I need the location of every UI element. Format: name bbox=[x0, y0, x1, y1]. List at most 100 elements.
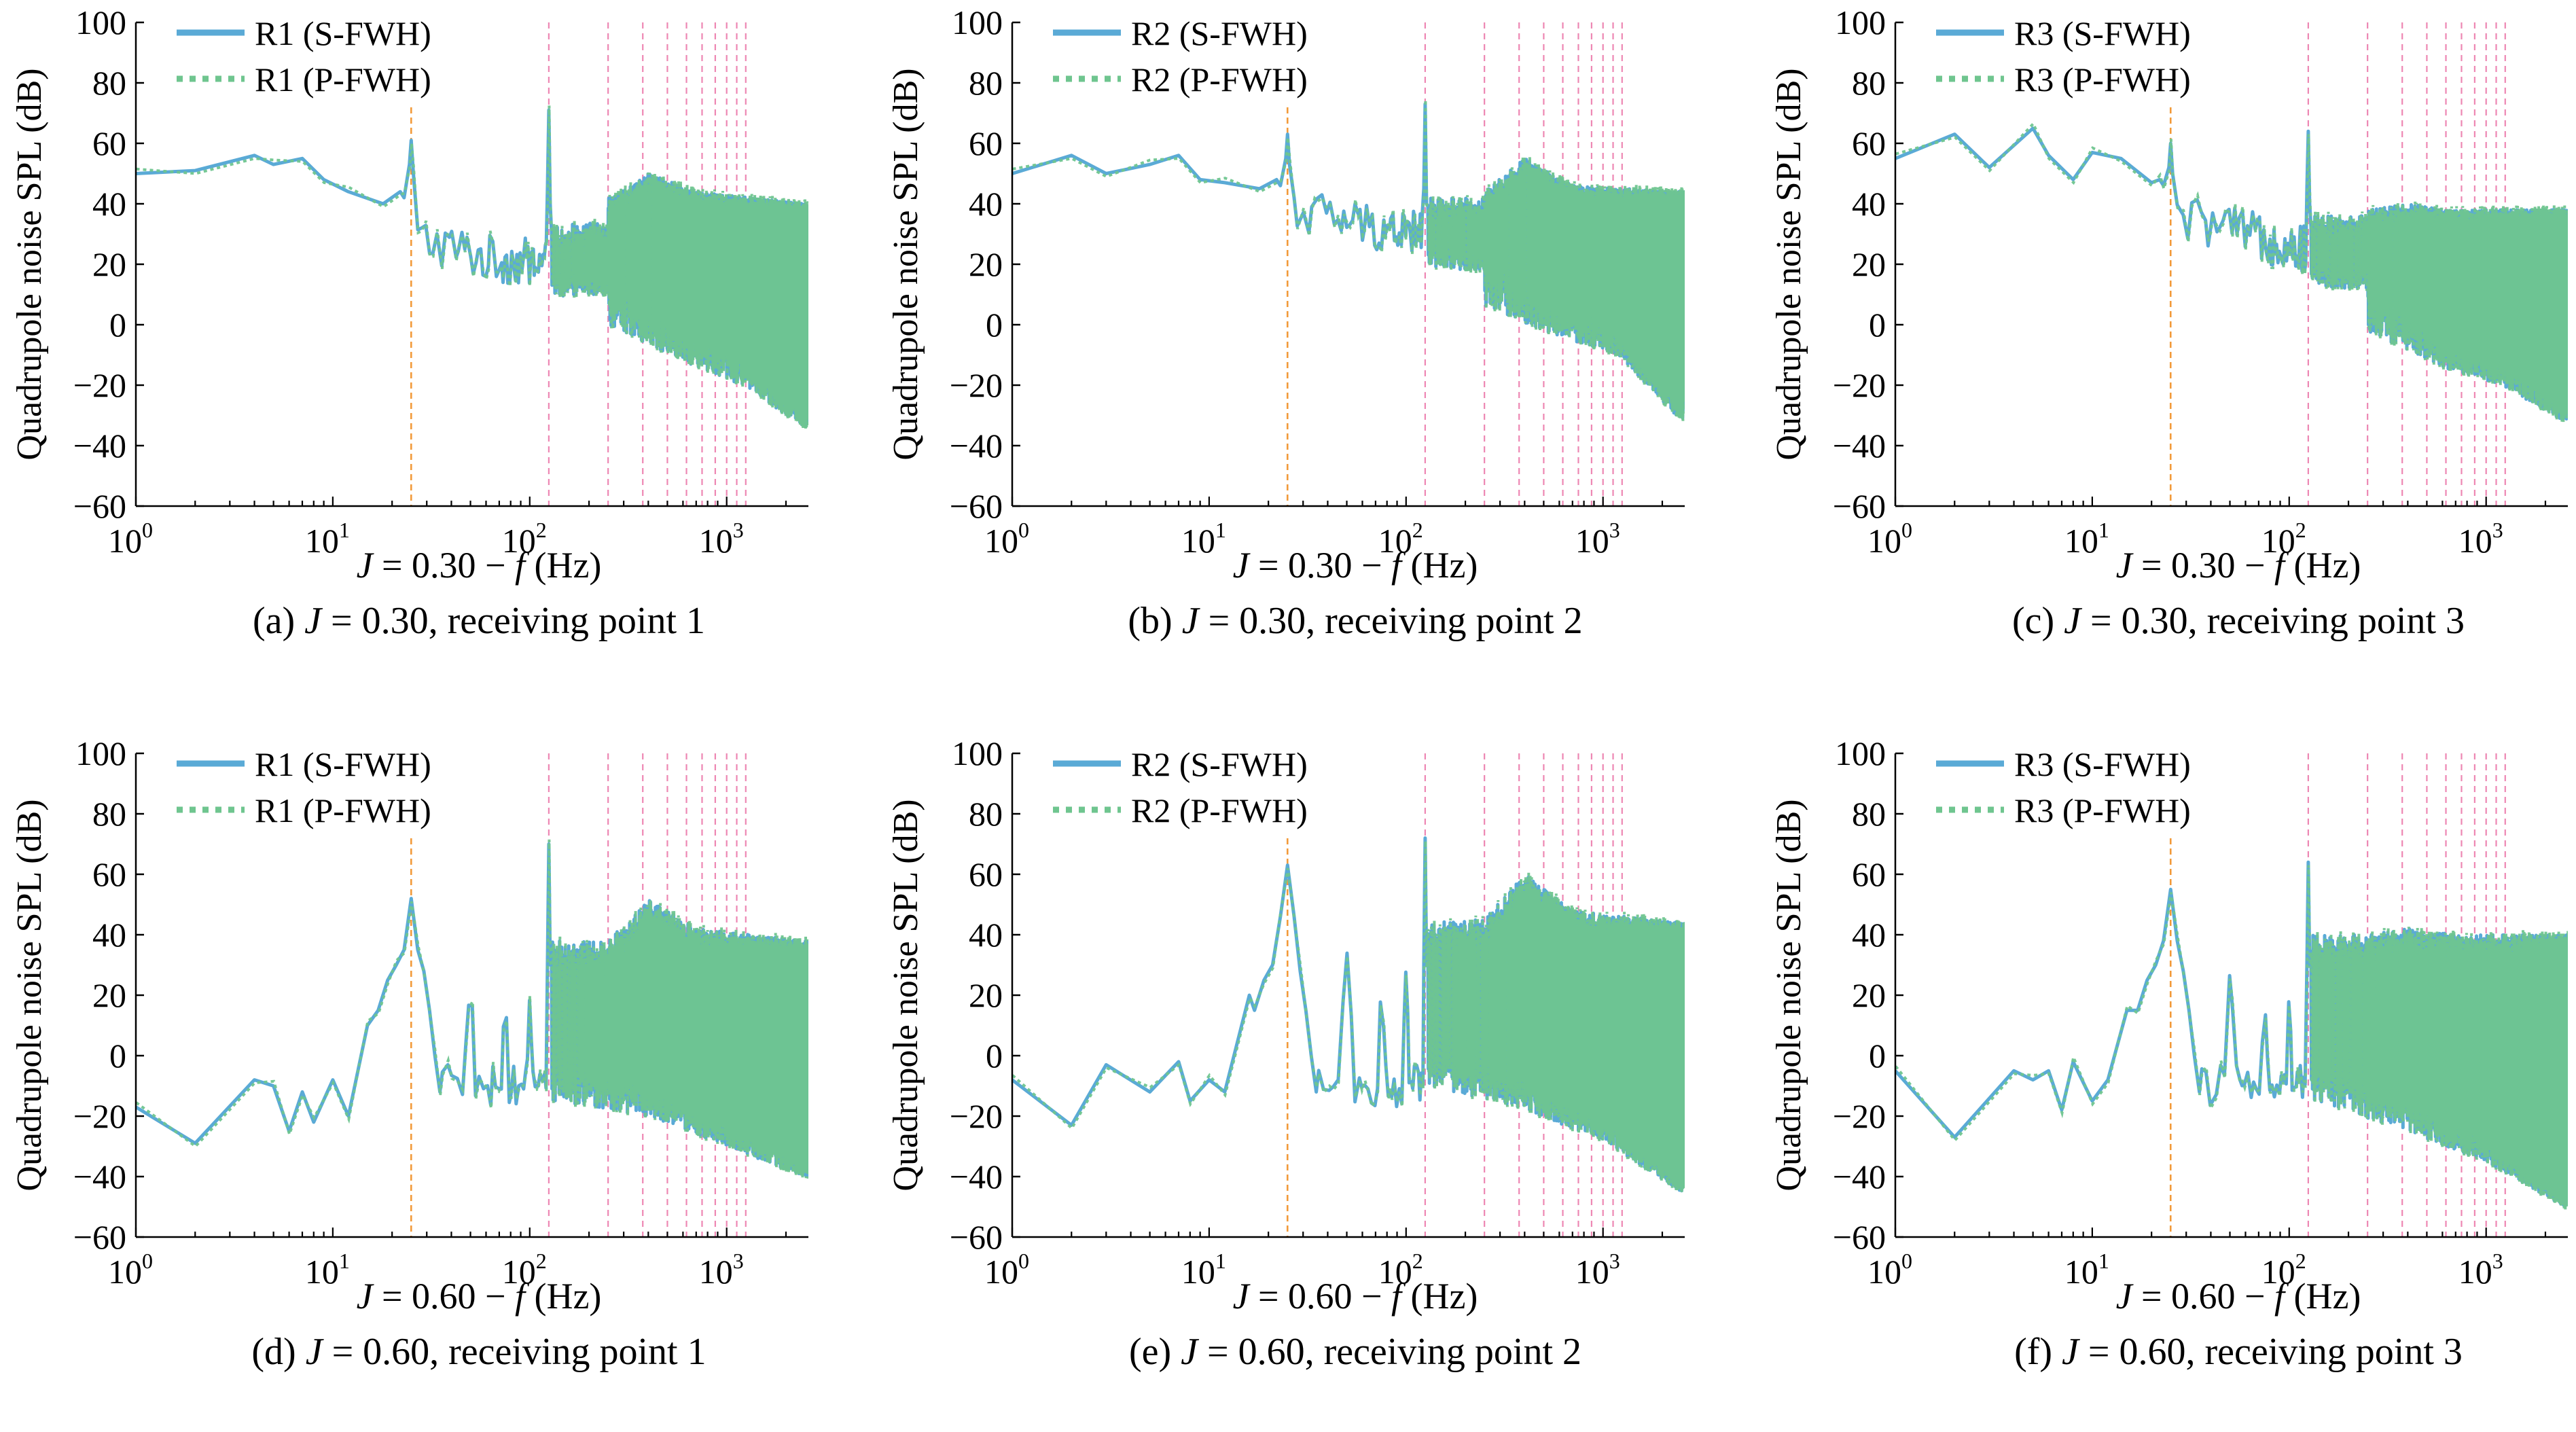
x-tick-base: 10 bbox=[305, 522, 339, 560]
x-tick-label: 102 bbox=[502, 1249, 547, 1291]
y-tick-label: 20 bbox=[1852, 245, 1886, 283]
x-tick-base: 10 bbox=[699, 1253, 733, 1291]
y-tick-label: 100 bbox=[952, 3, 1003, 41]
caption-j: J bbox=[1182, 600, 1201, 642]
x-tick-exponent: 1 bbox=[2098, 1249, 2109, 1273]
x-tick-base: 10 bbox=[1575, 1253, 1609, 1291]
y-axis-label: Quadrupole noise SPL (dB) bbox=[1770, 799, 1808, 1191]
y-tick-label: −20 bbox=[1833, 366, 1886, 404]
x-tick-label: 103 bbox=[699, 1249, 744, 1291]
y-tick-label: 60 bbox=[1852, 124, 1886, 162]
y-axis-label: Quadrupole noise SPL (dB) bbox=[887, 799, 925, 1191]
x-tick-label: 102 bbox=[1378, 1249, 1423, 1291]
x-tick-exponent: 0 bbox=[1018, 1249, 1029, 1273]
x-tick-exponent: 0 bbox=[142, 1249, 153, 1273]
x-label-j: J bbox=[357, 1276, 375, 1317]
y-tick-label: −20 bbox=[73, 1097, 126, 1135]
caption-j: J bbox=[1181, 1331, 1200, 1373]
x-tick-base: 10 bbox=[1378, 1253, 1412, 1291]
y-tick-label: −40 bbox=[73, 427, 126, 465]
legend-label-s-fwh: R1 (S-FWH) bbox=[255, 745, 431, 783]
x-tick-label: 101 bbox=[2064, 1249, 2109, 1291]
y-tick-label: −20 bbox=[1833, 1097, 1886, 1135]
x-axis-label: J = 0.30 − f (Hz) bbox=[357, 545, 602, 586]
x-tick-exponent: 3 bbox=[1609, 518, 1620, 542]
legend: R2 (S-FWH) R2 (P-FWH) bbox=[1053, 745, 1308, 829]
y-tick-label: −20 bbox=[950, 366, 1003, 404]
y-tick-label: 100 bbox=[75, 3, 126, 41]
legend-label-s-fwh: R2 (S-FWH) bbox=[1131, 745, 1308, 783]
y-tick-label: 100 bbox=[75, 734, 126, 772]
legend: R2 (S-FWH) R2 (P-FWH) bbox=[1053, 14, 1308, 99]
caption-prefix: (e) bbox=[1129, 1331, 1181, 1373]
x-label-unit: (Hz) bbox=[1401, 545, 1478, 586]
x-tick-exponent: 2 bbox=[2295, 1249, 2306, 1273]
y-tick-label: −60 bbox=[950, 1218, 1003, 1256]
x-tick-base: 10 bbox=[2064, 522, 2098, 560]
x-label-unit: (Hz) bbox=[525, 1276, 601, 1317]
x-tick-exponent: 3 bbox=[733, 1249, 744, 1273]
caption-rest: = 0.60, receiving point 2 bbox=[1198, 1331, 1581, 1373]
x-tick-base: 10 bbox=[984, 522, 1018, 560]
x-tick-exponent: 0 bbox=[1901, 518, 1912, 542]
x-tick-base: 10 bbox=[1181, 522, 1215, 560]
x-tick-exponent: 2 bbox=[1412, 518, 1423, 542]
x-tick-base: 10 bbox=[2458, 1253, 2492, 1291]
y-tick-label: −40 bbox=[1833, 427, 1886, 465]
x-label-j: J bbox=[2116, 1276, 2134, 1317]
y-tick-label: 100 bbox=[952, 734, 1003, 772]
y-tick-label: −60 bbox=[73, 1218, 126, 1256]
caption-rest: = 0.60, receiving point 3 bbox=[2079, 1331, 2463, 1373]
x-tick-label: 103 bbox=[1575, 1249, 1620, 1291]
legend-label-p-fwh: R1 (P-FWH) bbox=[255, 60, 431, 99]
x-tick-exponent: 0 bbox=[142, 518, 153, 542]
x-tick-exponent: 1 bbox=[1215, 1249, 1226, 1273]
y-tick-label: 100 bbox=[1835, 3, 1886, 41]
x-label-unit: (Hz) bbox=[1401, 1276, 1478, 1317]
y-tick-label: 20 bbox=[92, 245, 126, 283]
p-fwh-series bbox=[1012, 841, 1685, 1192]
y-tick-label: 40 bbox=[969, 916, 1003, 954]
legend: R3 (S-FWH) R3 (P-FWH) bbox=[1936, 14, 2191, 99]
caption-prefix: (c) bbox=[2012, 600, 2064, 642]
y-tick-label: −20 bbox=[950, 1097, 1003, 1135]
y-tick-label: −40 bbox=[1833, 1158, 1886, 1196]
y-tick-label: 40 bbox=[1852, 916, 1886, 954]
x-tick-base: 10 bbox=[2261, 1253, 2295, 1291]
x-tick-label: 103 bbox=[2458, 518, 2503, 560]
x-tick-exponent: 2 bbox=[1412, 1249, 1423, 1273]
caption-j: J bbox=[2064, 600, 2083, 642]
x-label-unit: (Hz) bbox=[525, 545, 601, 586]
caption-j: J bbox=[306, 1331, 325, 1373]
y-tick-label: 60 bbox=[92, 855, 126, 893]
legend-label-s-fwh: R3 (S-FWH) bbox=[2014, 14, 2191, 52]
y-tick-label: −60 bbox=[950, 487, 1003, 525]
y-tick-label: 40 bbox=[92, 916, 126, 954]
x-tick-exponent: 1 bbox=[2098, 518, 2109, 542]
legend-label-s-fwh: R2 (S-FWH) bbox=[1131, 14, 1308, 52]
caption-prefix: (b) bbox=[1128, 600, 1181, 642]
y-tick-label: 80 bbox=[92, 64, 126, 102]
x-tick-base: 10 bbox=[2261, 522, 2295, 560]
y-tick-label: 80 bbox=[969, 64, 1003, 102]
legend: R1 (S-FWH) R1 (P-FWH) bbox=[177, 745, 431, 829]
legend-label-p-fwh: R1 (P-FWH) bbox=[255, 791, 431, 829]
x-tick-base: 10 bbox=[502, 522, 536, 560]
x-label-value: = 0.30 − bbox=[1249, 545, 1391, 586]
y-tick-label: −40 bbox=[73, 1158, 126, 1196]
panel-caption: (a) J = 0.30, receiving point 1 bbox=[253, 600, 705, 642]
panel-caption: (e) J = 0.60, receiving point 2 bbox=[1129, 1331, 1581, 1373]
y-axis-label: Quadrupole noise SPL (dB) bbox=[887, 68, 925, 460]
x-tick-base: 10 bbox=[2064, 1253, 2098, 1291]
x-tick-base: 10 bbox=[1575, 522, 1609, 560]
x-tick-base: 10 bbox=[984, 1253, 1018, 1291]
x-tick-exponent: 2 bbox=[536, 518, 547, 542]
y-tick-label: 20 bbox=[1852, 976, 1886, 1014]
legend-label-s-fwh: R3 (S-FWH) bbox=[2014, 745, 2191, 783]
y-axis-label: Quadrupole noise SPL (dB) bbox=[10, 68, 49, 460]
x-tick-base: 10 bbox=[1867, 1253, 1901, 1291]
x-tick-label: 100 bbox=[984, 518, 1029, 560]
x-tick-label: 100 bbox=[108, 518, 153, 560]
